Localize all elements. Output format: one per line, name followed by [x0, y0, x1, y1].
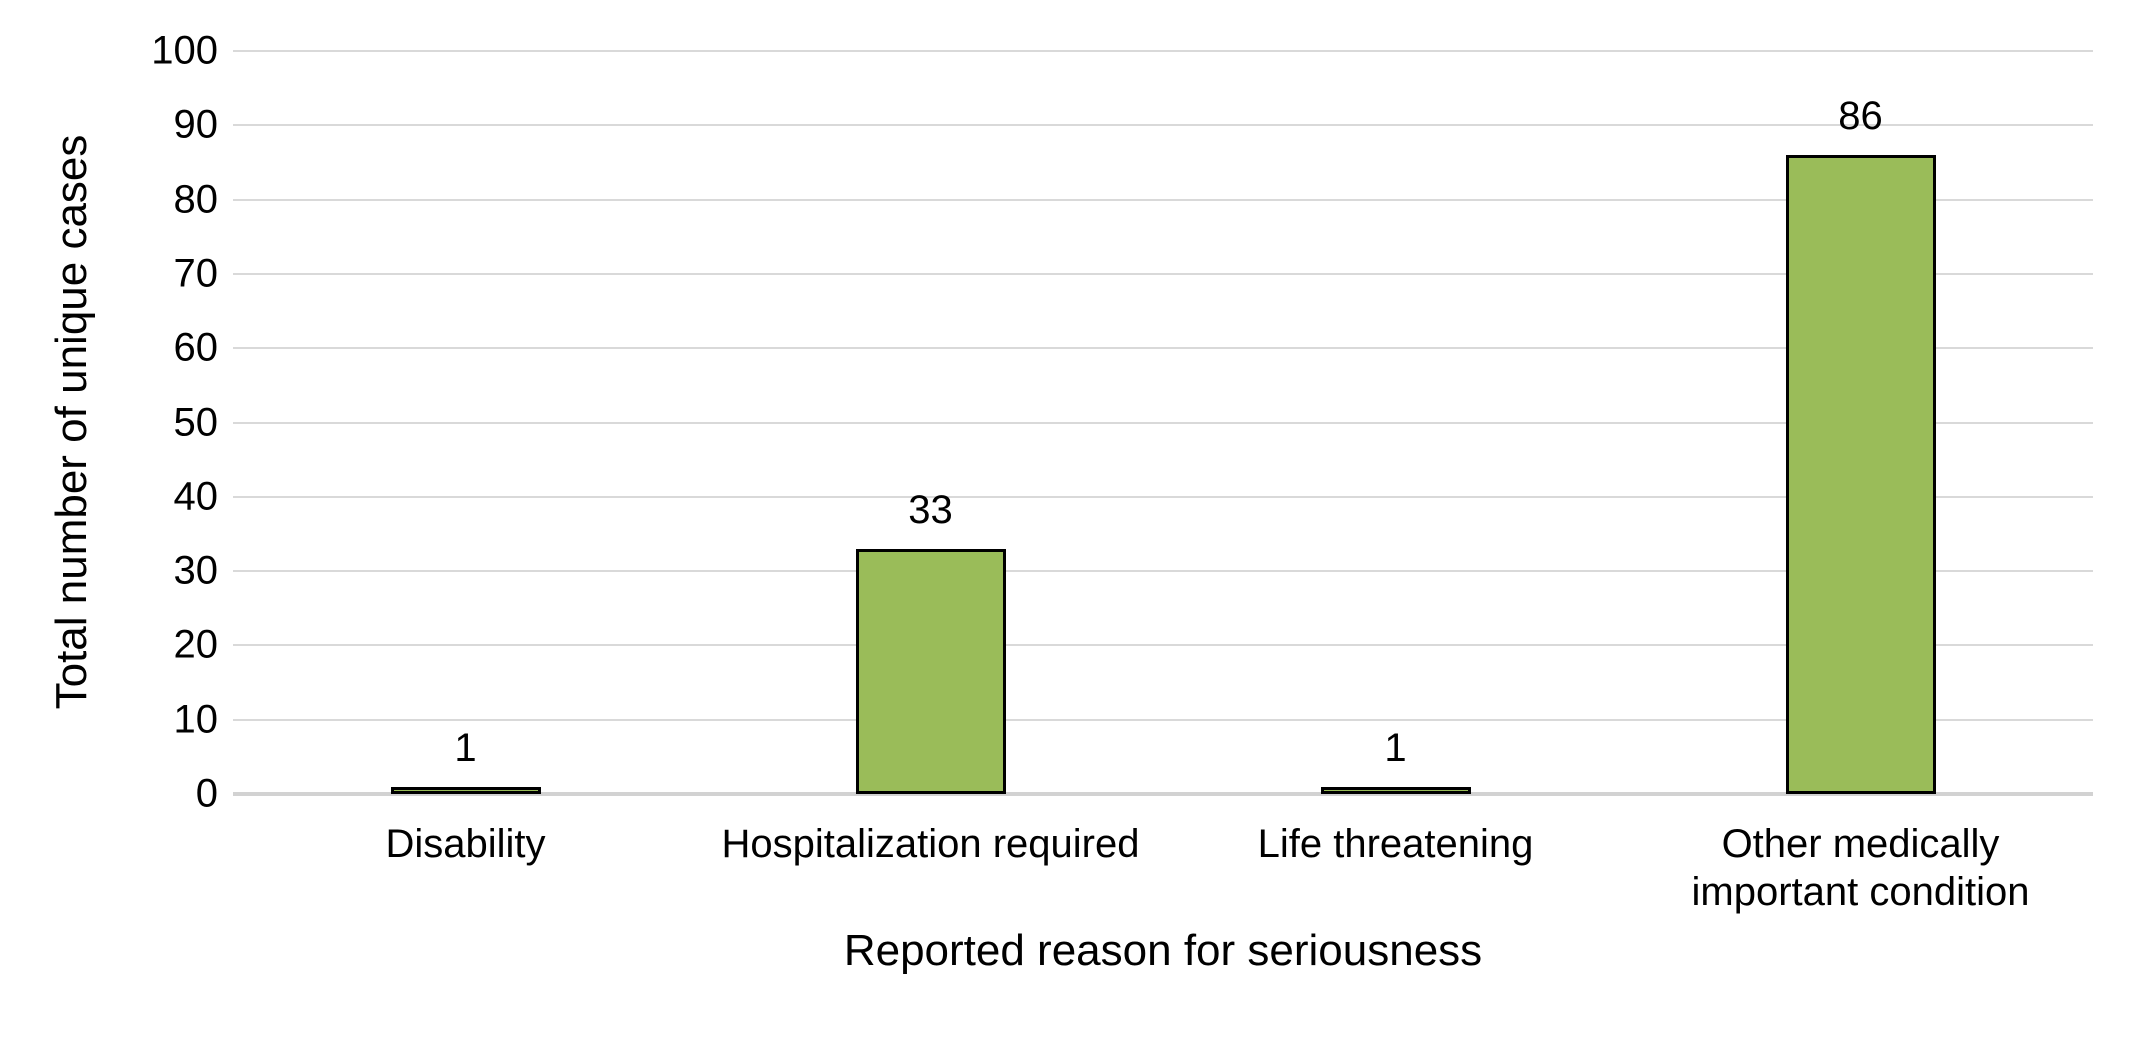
x-axis-line [233, 792, 2093, 796]
bar-value-label: 86 [1838, 94, 1883, 139]
bar-slot: 86 [1628, 51, 2093, 794]
gridline [233, 198, 2093, 201]
gridline [233, 421, 2093, 424]
bar [1785, 155, 1936, 794]
bar-value-label: 1 [454, 725, 477, 770]
y-tick-label: 30 [173, 548, 219, 593]
category-label-line: Other medically [1721, 822, 2000, 866]
category-label-line: important condition [1691, 870, 2030, 914]
category-label-line: Life threatening [1257, 822, 1534, 866]
bar-slot: 1 [1163, 51, 1628, 794]
y-tick-label: 0 [195, 771, 218, 816]
y-tick-label: 70 [173, 251, 219, 296]
category-label: Other medically important condition [1582, 820, 2140, 916]
gridline [233, 272, 2093, 275]
gridline [233, 50, 2093, 52]
bar-value-label: 33 [908, 487, 953, 532]
y-tick-label: 10 [173, 697, 219, 742]
plot-area: 1 33 1 86 [233, 50, 2093, 796]
y-tick-label: 90 [173, 102, 219, 147]
bar [1320, 786, 1471, 794]
y-tick-label: 20 [173, 622, 219, 667]
category-label: Hospitalization required [652, 820, 1210, 868]
category-label: Life threatening [1117, 820, 1675, 868]
gridline [233, 495, 2093, 498]
bar [390, 786, 541, 794]
gridline [233, 718, 2093, 721]
bar-slot: 1 [233, 51, 698, 794]
y-tick-label: 40 [173, 474, 219, 519]
gridline [233, 347, 2093, 350]
gridline [233, 124, 2093, 127]
gridline [233, 570, 2093, 573]
gridline [233, 644, 2093, 647]
bar-slot: 33 [698, 51, 1163, 794]
bar [855, 548, 1006, 794]
category-label-line: Hospitalization required [721, 822, 1140, 866]
y-tick-label: 60 [173, 325, 219, 370]
y-tick-label: 100 [151, 28, 218, 73]
bar-value-label: 1 [1384, 725, 1407, 770]
category-label: Disability [187, 820, 745, 868]
y-tick-label: 50 [173, 400, 219, 444]
category-label-line: Disability [385, 822, 546, 866]
y-tick-label: 80 [173, 177, 219, 222]
x-axis-title: Reported reason for seriousness [843, 926, 1483, 975]
